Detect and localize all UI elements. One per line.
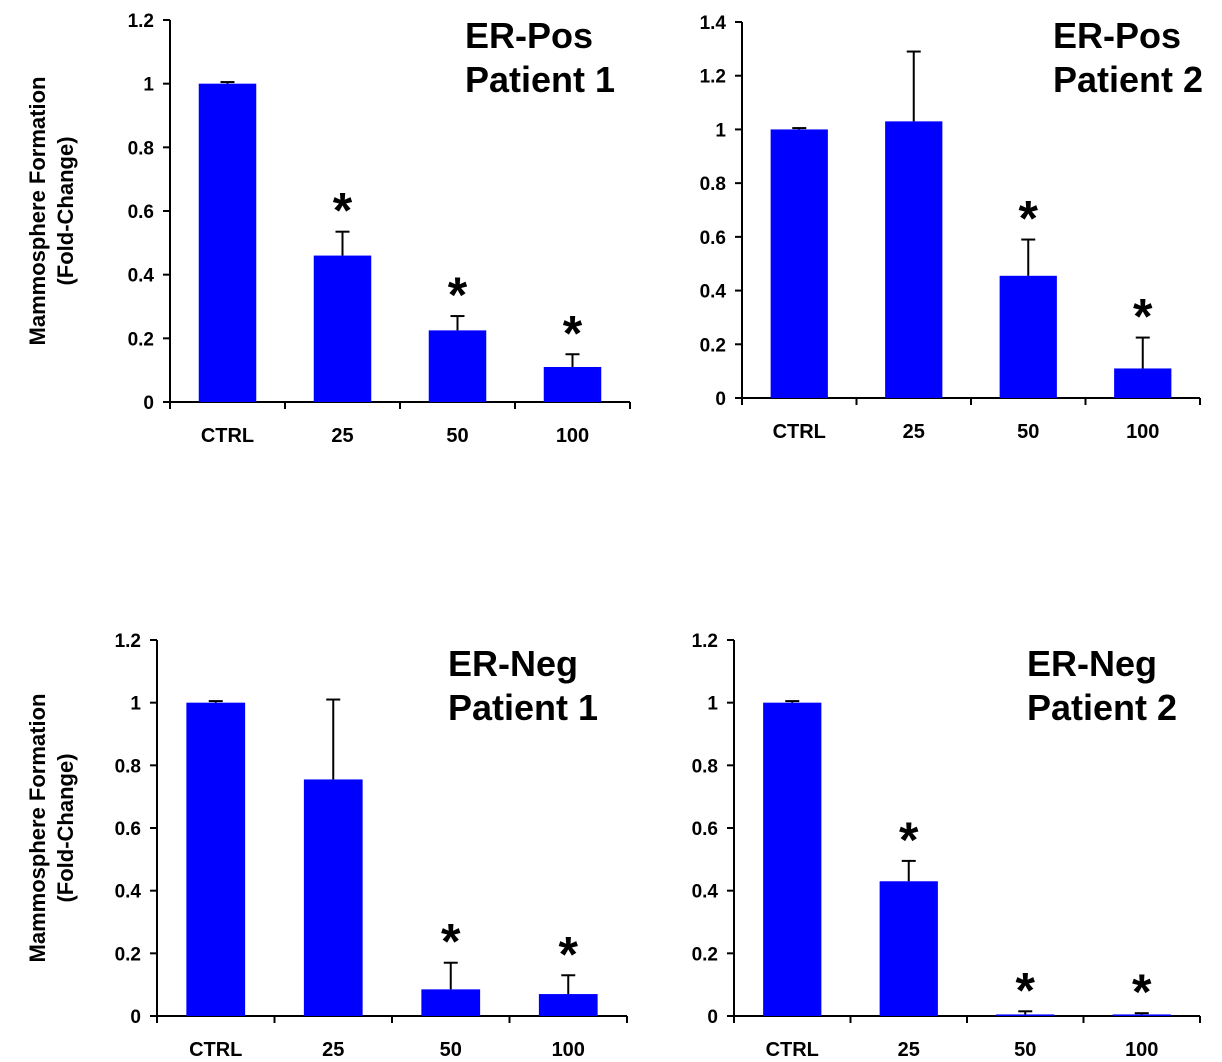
y-tick-label: 0: [130, 1007, 141, 1028]
y-tick-label: 0.4: [128, 266, 155, 287]
x-category-label: 50: [1017, 421, 1039, 443]
y-tick-label: 0.2: [115, 944, 141, 965]
significance-marker: *: [1133, 289, 1153, 345]
significance-marker: *: [333, 183, 353, 239]
bar-50: [996, 1014, 1055, 1016]
y-tick-label: 1.2: [700, 67, 726, 88]
bar-ctrl: [770, 129, 828, 398]
bar-100: [543, 366, 602, 402]
panel-title: Patient 2: [1053, 59, 1203, 100]
chart-panel-4: 0 0.2 0.4 0.6 0.8 1 1.2 CTRL * 25 * 50 * 100 ER-NegPat…: [692, 631, 1201, 1061]
x-category-label: 100: [1125, 1039, 1158, 1061]
y-tick-label: 1.4: [700, 13, 727, 34]
panel-title: ER-Pos: [465, 15, 593, 56]
y-tick-label: 0: [707, 1007, 718, 1028]
bar-ctrl: [198, 83, 257, 403]
panel-title: ER-Neg: [448, 643, 578, 684]
significance-marker: *: [441, 914, 461, 970]
significance-marker: *: [1132, 964, 1152, 1020]
chart-panel-3: 0 0.2 0.4 0.6 0.8 1 1.2 CTRL 25 * 50 * 100 ER-NegPati…: [25, 631, 628, 1061]
y-axis-label: (Fold-Change): [53, 753, 78, 902]
bar-ctrl: [763, 702, 822, 1016]
y-tick-label: 0.2: [692, 944, 718, 965]
y-tick-label: 0.8: [700, 174, 726, 195]
bar-25: [879, 881, 938, 1016]
x-category-label: 25: [331, 425, 353, 447]
x-category-label: CTRL: [201, 425, 254, 447]
y-tick-label: 1.2: [692, 631, 718, 652]
chart-panel-1: 0 0.2 0.4 0.6 0.8 1 1.2 CTRL * 25 * 50 * 100 ER-PosPat…: [25, 11, 631, 447]
bar-100: [1112, 1014, 1171, 1016]
y-tick-label: 1.2: [115, 631, 141, 652]
panel-title: Patient 2: [1027, 687, 1177, 728]
x-category-label: 25: [898, 1039, 920, 1061]
y-tick-label: 1: [715, 120, 726, 141]
bar-100: [1114, 368, 1172, 398]
y-tick-label: 1.2: [128, 11, 154, 32]
panel-title: ER-Pos: [1053, 15, 1181, 56]
significance-marker: *: [1016, 962, 1036, 1018]
y-tick-label: 1: [707, 694, 718, 715]
y-tick-label: 0.2: [700, 335, 726, 356]
y-tick-label: 0.6: [115, 819, 141, 840]
y-tick-label: 0: [715, 389, 726, 410]
significance-marker: *: [563, 305, 583, 361]
significance-marker: *: [559, 926, 579, 982]
x-category-label: 50: [440, 1039, 462, 1061]
y-tick-label: 0: [143, 393, 154, 414]
y-axis-label: (Fold-Change): [53, 136, 78, 285]
bar-25: [303, 779, 363, 1016]
x-category-label: 100: [1126, 421, 1159, 443]
x-category-label: 50: [1014, 1039, 1036, 1061]
y-tick-label: 0.6: [128, 202, 154, 223]
x-category-label: 50: [446, 425, 468, 447]
panel-title: Patient 1: [465, 59, 615, 100]
significance-marker: *: [448, 267, 468, 323]
x-category-label: 100: [552, 1039, 585, 1061]
y-tick-label: 0.4: [700, 282, 727, 303]
panel-title: Patient 1: [448, 687, 598, 728]
y-axis-label: Mammosphere Formation: [25, 77, 50, 346]
x-category-label: CTRL: [773, 421, 826, 443]
x-category-label: CTRL: [189, 1039, 242, 1061]
y-tick-label: 0.8: [115, 756, 141, 777]
y-tick-label: 0.6: [692, 819, 718, 840]
x-category-label: 25: [903, 421, 925, 443]
y-tick-label: 0.2: [128, 329, 154, 350]
bar-50: [999, 275, 1057, 398]
significance-marker: *: [899, 812, 919, 868]
panel-title: ER-Neg: [1027, 643, 1157, 684]
x-category-label: 100: [556, 425, 589, 447]
bar-50: [428, 330, 487, 402]
y-tick-label: 1: [130, 694, 141, 715]
bar-25: [313, 255, 372, 402]
y-tick-label: 0.4: [115, 882, 142, 903]
x-category-label: CTRL: [766, 1039, 819, 1061]
y-tick-label: 0.8: [692, 756, 718, 777]
y-axis-label: Mammosphere Formation: [25, 694, 50, 963]
bar-100: [538, 994, 598, 1016]
bar-ctrl: [186, 702, 246, 1016]
significance-marker: *: [1019, 191, 1039, 247]
y-tick-label: 1: [143, 75, 154, 96]
bar-25: [885, 121, 943, 398]
y-tick-label: 0.8: [128, 138, 154, 159]
bar-50: [421, 989, 481, 1016]
chart-panel-2: 0 0.2 0.4 0.6 0.8 1 1.2 1.4 CTRL 25 * 50 * 100 ER-PosP…: [700, 13, 1203, 443]
y-tick-label: 0.6: [700, 228, 726, 249]
x-category-label: 25: [322, 1039, 344, 1061]
y-tick-label: 0.4: [692, 882, 719, 903]
